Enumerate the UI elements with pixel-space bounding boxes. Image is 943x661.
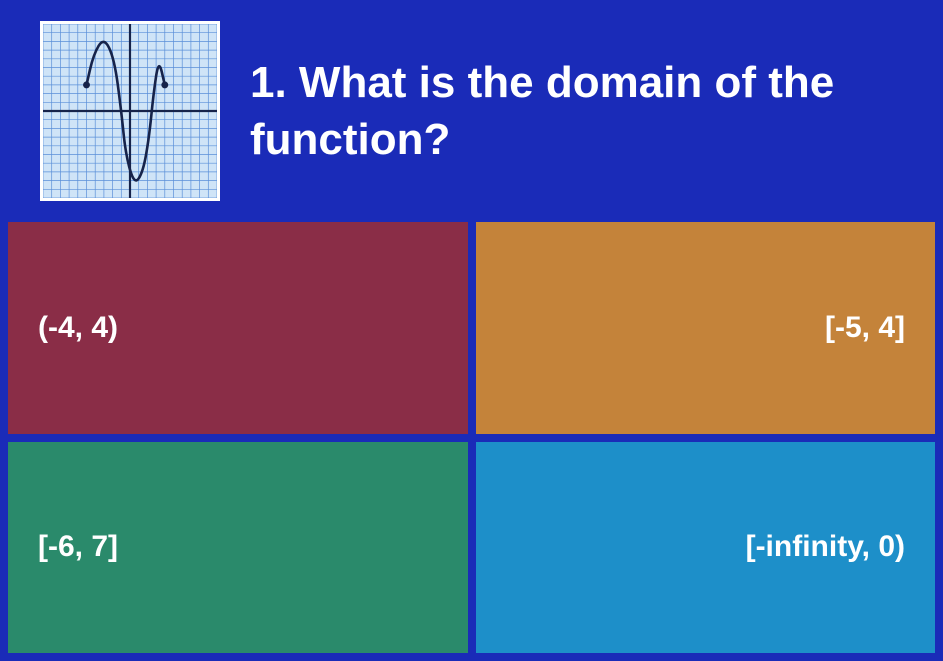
answer-option-2[interactable]: [-6, 7] xyxy=(8,442,468,654)
answer-label: [-6, 7] xyxy=(38,530,118,564)
answers-grid: (-4, 4) [-5, 4] [-6, 7] [-infinity, 0) xyxy=(0,222,943,661)
question-area: 1. What is the domain of the function? xyxy=(0,0,943,222)
answer-option-3[interactable]: [-infinity, 0) xyxy=(476,442,936,654)
graph-svg xyxy=(43,24,217,198)
quiz-container: 1. What is the domain of the function? (… xyxy=(0,0,943,661)
answer-option-0[interactable]: (-4, 4) xyxy=(8,222,468,434)
answer-label: (-4, 4) xyxy=(38,311,118,345)
answer-label: [-infinity, 0) xyxy=(746,530,905,564)
answer-label: [-5, 4] xyxy=(825,311,905,345)
graph-thumbnail xyxy=(40,21,220,201)
question-text: 1. What is the domain of the function? xyxy=(250,54,903,168)
answer-option-1[interactable]: [-5, 4] xyxy=(476,222,936,434)
